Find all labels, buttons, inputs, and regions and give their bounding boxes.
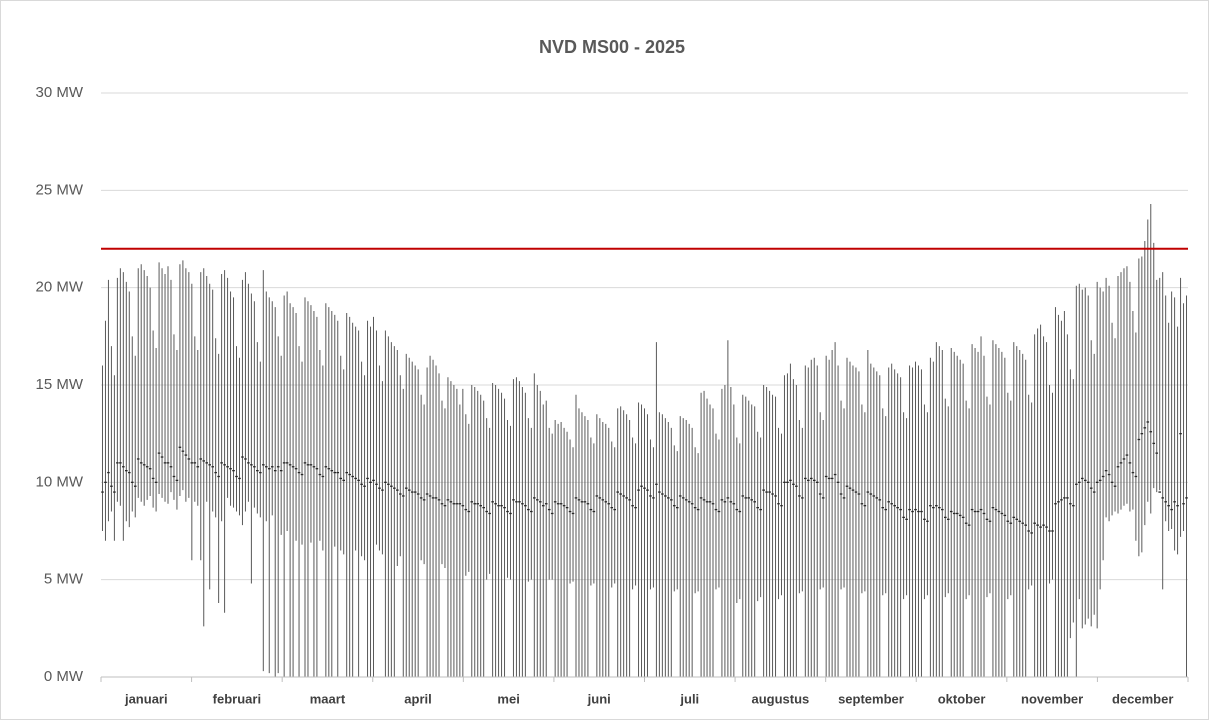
x-tick-label: januari <box>124 691 168 706</box>
y-tick-label: 20 MW <box>35 279 83 296</box>
x-tick-label: februari <box>213 691 261 706</box>
chart-title: NVD MS00 - 2025 <box>539 37 685 57</box>
x-tick-label: april <box>404 691 431 706</box>
y-tick-label: 0 MW <box>44 668 84 685</box>
x-tick-label: november <box>1021 691 1083 706</box>
y-tick-label: 25 MW <box>35 181 83 198</box>
x-tick-label: oktober <box>938 691 986 706</box>
y-tick-label: 30 MW <box>35 84 83 101</box>
x-tick-label: maart <box>310 691 346 706</box>
y-tick-label: 15 MW <box>35 376 83 393</box>
x-tick-label: juli <box>679 691 699 706</box>
x-tick-label: september <box>838 691 904 706</box>
y-tick-label: 10 MW <box>35 473 83 490</box>
x-tick-label: mei <box>497 691 519 706</box>
y-tick-label: 5 MW <box>44 571 84 588</box>
x-tick-label: december <box>1112 691 1173 706</box>
x-tick-label: juni <box>587 691 611 706</box>
x-tick-label: augustus <box>751 691 809 706</box>
